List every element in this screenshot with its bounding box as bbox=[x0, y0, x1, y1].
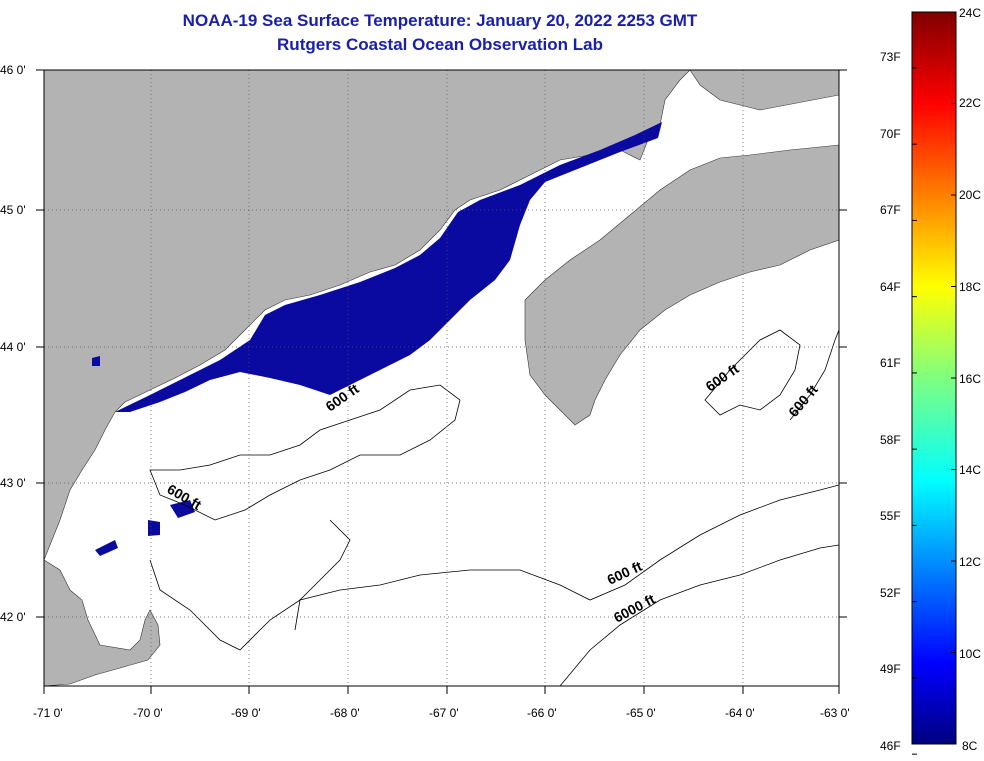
longitude-label: -66 0' bbox=[527, 706, 557, 720]
contour-600ft bbox=[704, 329, 801, 416]
map-title: NOAA-19 Sea Surface Temperature: January… bbox=[182, 11, 698, 30]
colorbar-fahrenheit-label: 70F bbox=[880, 127, 901, 141]
colorbar-celsius-label: 16C bbox=[959, 372, 981, 386]
colorbar-fahrenheit-label: 61F bbox=[880, 356, 901, 370]
contour-600ft bbox=[149, 384, 461, 521]
contour-600ft bbox=[149, 484, 839, 651]
colorbar-celsius-label: 14C bbox=[959, 463, 981, 477]
colorbar-celsius-label: 24C bbox=[959, 6, 981, 20]
colorbar-fahrenheit-label: 46F bbox=[880, 739, 901, 753]
colorbar-fahrenheit-label: 49F bbox=[880, 662, 901, 676]
map-subtitle: Rutgers Coastal Ocean Observation Lab bbox=[277, 35, 603, 54]
longitude-label: -71 0' bbox=[33, 706, 63, 720]
longitude-label: -65 0' bbox=[626, 706, 656, 720]
latitude-label: 46 0' bbox=[0, 63, 26, 77]
colorbar-celsius-label: 8C bbox=[962, 739, 978, 753]
latitude-label: 44 0' bbox=[0, 340, 26, 354]
grid-lines bbox=[44, 70, 839, 686]
colorbar-fahrenheit-label: 64F bbox=[880, 280, 901, 294]
land-nova-scotia bbox=[524, 144, 839, 426]
longitude-label: -69 0' bbox=[231, 706, 261, 720]
longitude-label: -67 0' bbox=[429, 706, 459, 720]
map-area: 600 ft 600 ft 600 ft 600 ft 600 ft 6000 … bbox=[44, 70, 839, 686]
colorbar-celsius-label: 22C bbox=[959, 96, 981, 110]
sst-coverage-patch bbox=[95, 540, 118, 556]
colorbar-fahrenheit-label: 73F bbox=[880, 50, 901, 64]
contour-600ft bbox=[789, 329, 839, 421]
sst-coverage-patch bbox=[148, 520, 160, 536]
colorbar-fahrenheit-label: 52F bbox=[880, 586, 901, 600]
colorbar-fahrenheit-label: 55F bbox=[880, 509, 901, 523]
sst-coverage-coastal bbox=[115, 122, 662, 412]
colorbar-celsius-label: 10C bbox=[959, 647, 981, 661]
colorbar-celsius-label: 18C bbox=[959, 280, 981, 294]
colorbar-fahrenheit-label: 58F bbox=[880, 433, 901, 447]
longitude-label: -63 0' bbox=[820, 706, 850, 720]
axis-ticks bbox=[36, 69, 847, 694]
latitude-label: 42 0' bbox=[0, 610, 26, 624]
latitude-label: 45 0' bbox=[0, 203, 26, 217]
sst-coverage-patch bbox=[92, 356, 100, 366]
longitude-label: -70 0' bbox=[133, 706, 163, 720]
land-massachusetts bbox=[44, 559, 161, 686]
colorbar-celsius-label: 20C bbox=[959, 188, 981, 202]
contour-600ft bbox=[294, 519, 351, 631]
contour-6000ft bbox=[559, 544, 839, 686]
longitude-label: -64 0' bbox=[725, 706, 755, 720]
colorbar-celsius-label: 12C bbox=[959, 555, 981, 569]
longitude-label: -68 0' bbox=[330, 706, 360, 720]
land-new-england bbox=[44, 70, 839, 561]
latitude-label: 43 0' bbox=[0, 476, 26, 490]
temperature-colorbar bbox=[911, 11, 957, 745]
map-frame bbox=[43, 69, 840, 687]
colorbar-fahrenheit-label: 67F bbox=[880, 203, 901, 217]
colorbar-ticks bbox=[912, 11, 956, 755]
sst-coverage-patch bbox=[170, 500, 195, 518]
bathymetry-contours bbox=[149, 329, 839, 686]
